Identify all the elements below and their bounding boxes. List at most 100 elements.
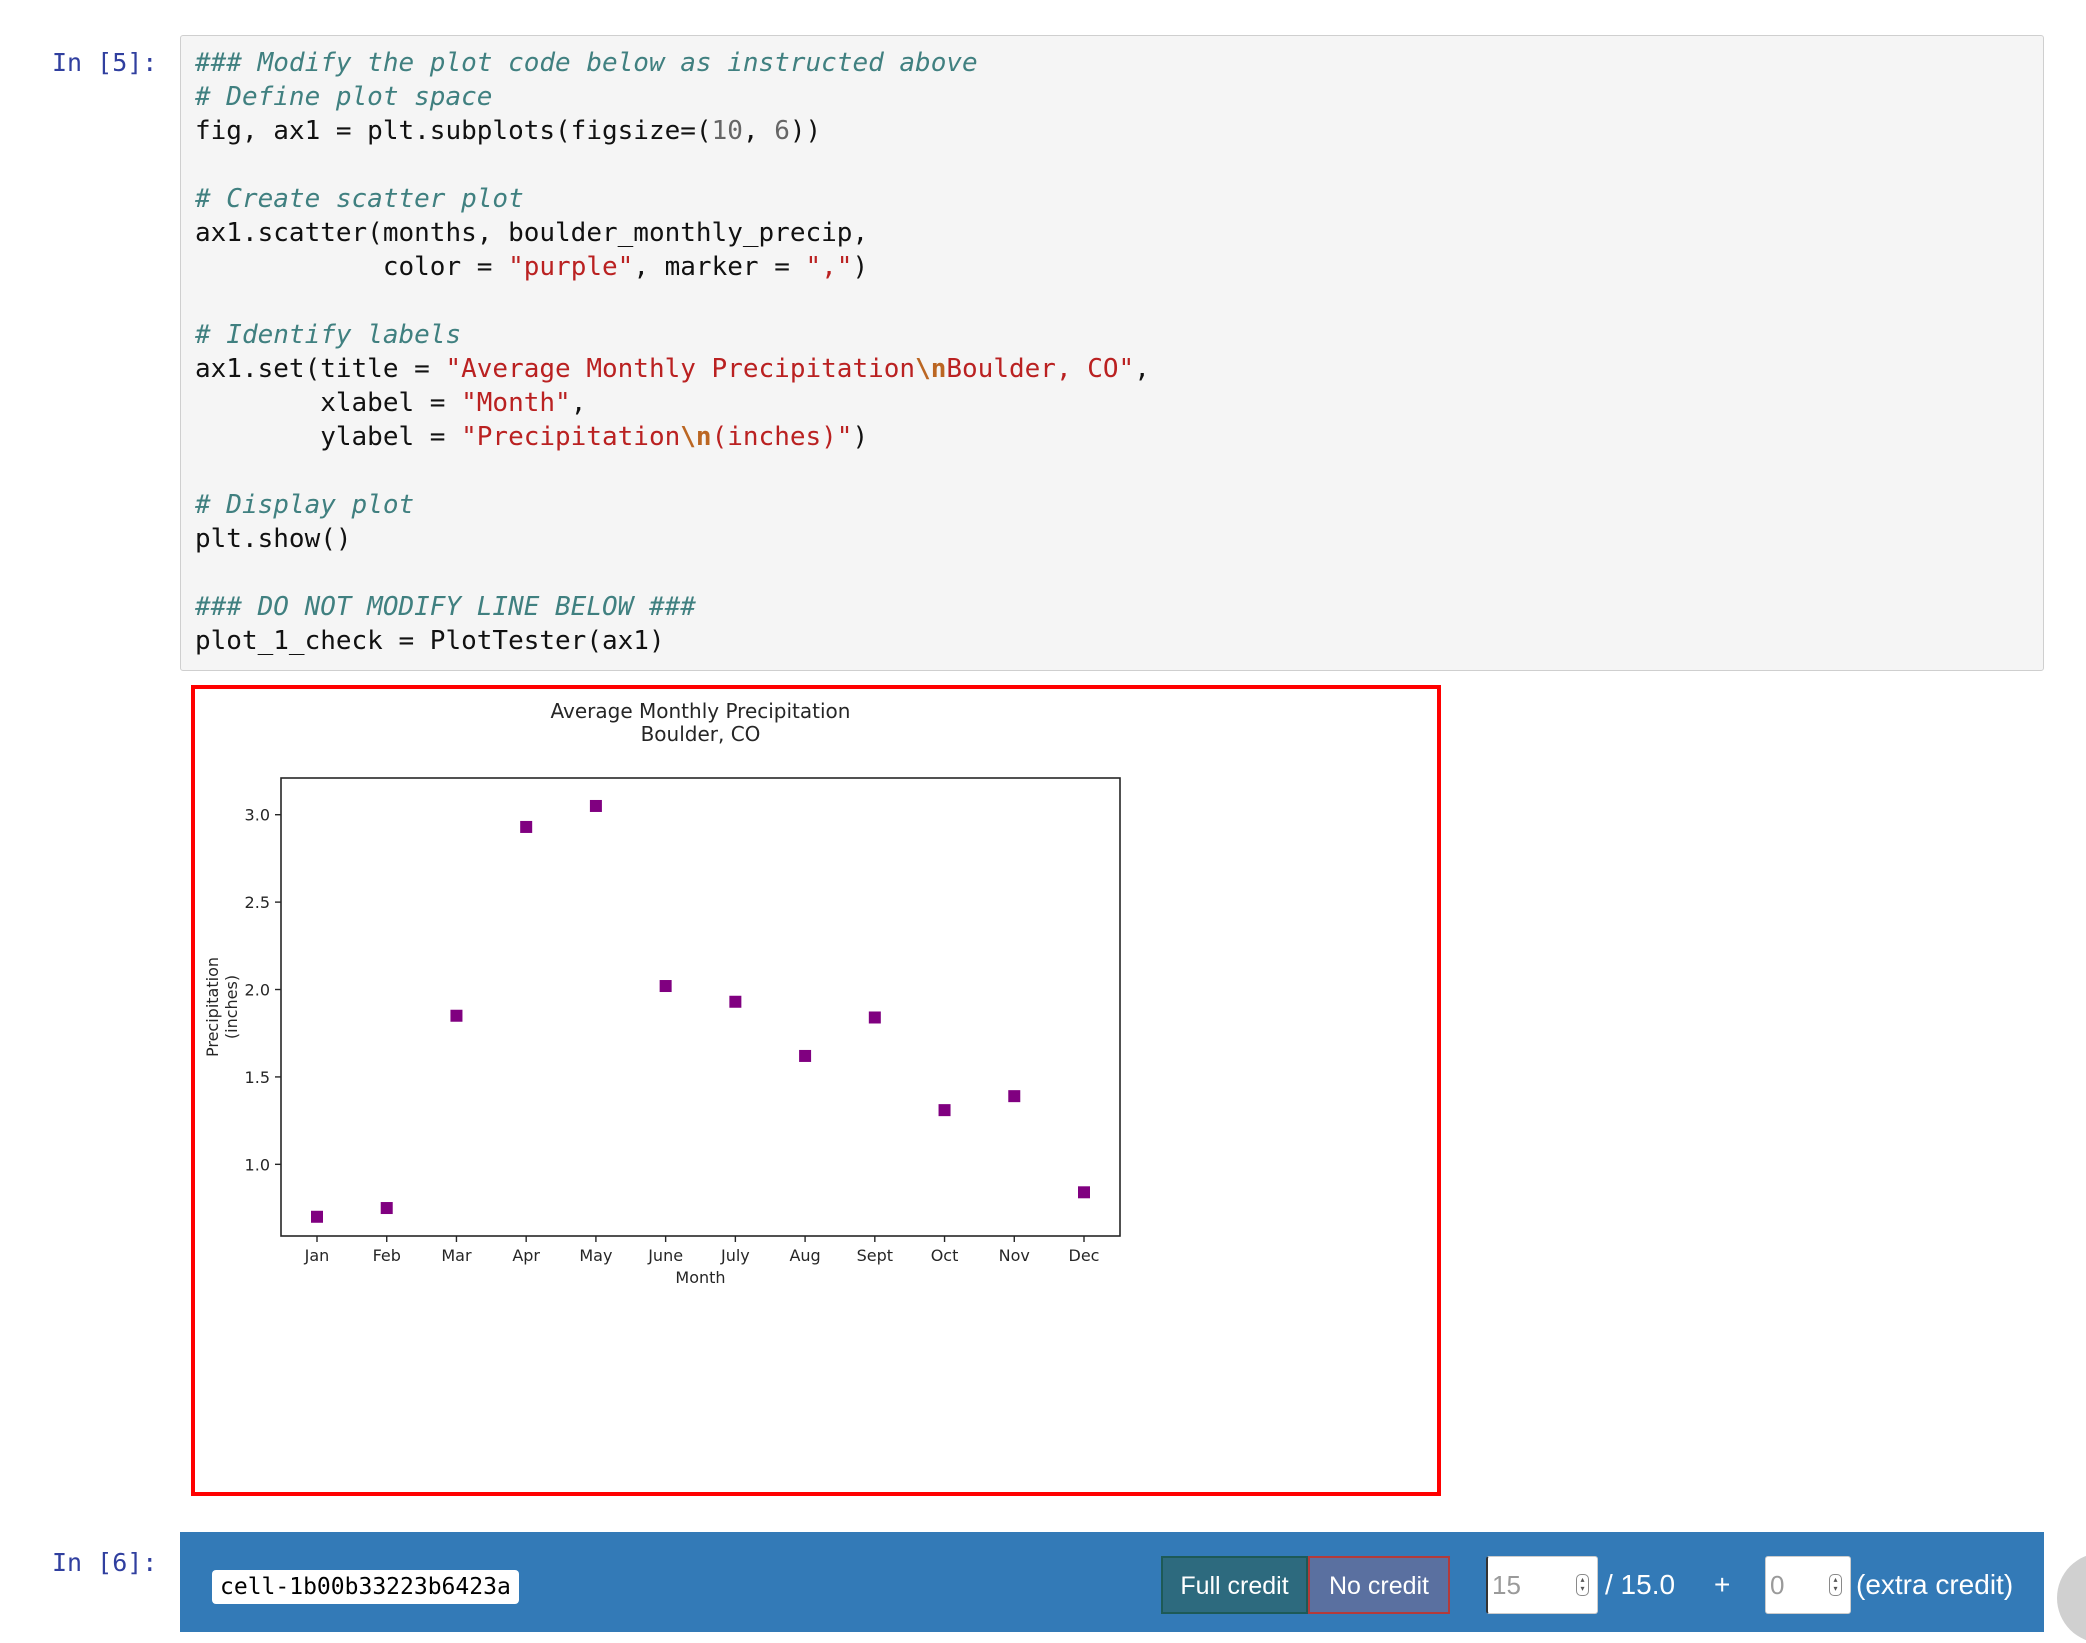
data-point bbox=[450, 1009, 463, 1022]
x-tick-label: Nov bbox=[999, 1246, 1030, 1265]
data-point bbox=[311, 1210, 323, 1223]
x-tick-label: June bbox=[647, 1246, 683, 1265]
code-token: ax1.set(title = bbox=[195, 354, 446, 384]
code-token: xlabel = bbox=[195, 388, 462, 418]
score-spinner-icon[interactable]: ▴ ▾ bbox=[1576, 1574, 1589, 1596]
code-token: )) bbox=[789, 116, 822, 146]
data-point bbox=[938, 1104, 951, 1117]
max-points-label: / 15.0 bbox=[1605, 1569, 1676, 1600]
y-tick-label: 3.0 bbox=[245, 806, 270, 825]
score-input[interactable]: 15 ▴ ▾ bbox=[1486, 1556, 1598, 1614]
code-line: ylabel = "Precipitation\n(inches)") bbox=[195, 422, 868, 452]
code-token: , marker = bbox=[633, 252, 806, 282]
chart-title: Average Monthly Precipitation bbox=[551, 699, 851, 723]
code-token: "Average Monthly Precipitation bbox=[445, 354, 916, 384]
x-tick-label: Oct bbox=[931, 1246, 959, 1265]
x-axis-label: Month bbox=[675, 1268, 725, 1287]
y-tick-label: 1.0 bbox=[245, 1155, 270, 1174]
code-token: # Create scatter plot bbox=[195, 184, 524, 214]
no-credit-button[interactable]: No credit bbox=[1308, 1556, 1450, 1614]
code-line: ### DO NOT MODIFY LINE BELOW ### bbox=[195, 592, 696, 622]
code-line: # Identify labels bbox=[195, 320, 461, 350]
code-token: 6 bbox=[774, 116, 790, 146]
cell-prompt-5: In [5]: bbox=[52, 48, 158, 77]
data-point bbox=[659, 980, 672, 993]
x-tick-label: Sept bbox=[857, 1246, 893, 1265]
cell-id-label: cell-1b00b33223b6423a bbox=[212, 1570, 519, 1604]
code-token: plt.show() bbox=[195, 524, 352, 554]
data-point bbox=[868, 1011, 881, 1024]
x-tick-label: Mar bbox=[441, 1246, 472, 1265]
score-value: 15 bbox=[1492, 1570, 1521, 1600]
code-line: ax1.scatter(months, boulder_monthly_prec… bbox=[195, 218, 868, 248]
code-editor[interactable]: ### Modify the plot code below as instru… bbox=[195, 46, 1150, 658]
x-tick-label: Aug bbox=[789, 1246, 820, 1265]
plot-area bbox=[280, 777, 1121, 1237]
data-point bbox=[1008, 1090, 1021, 1103]
code-line: color = "purple", marker = ",") bbox=[195, 252, 868, 282]
y-tick-label: 2.0 bbox=[245, 981, 270, 1000]
data-point bbox=[589, 799, 602, 812]
plot-output: Average Monthly Precipitation Boulder, CO… bbox=[191, 685, 1441, 1496]
code-token: (inches)" bbox=[711, 422, 853, 452]
code-token: "Month" bbox=[461, 388, 571, 418]
code-token: ### Modify the plot code below as instru… bbox=[195, 48, 978, 78]
code-token: \n bbox=[915, 354, 947, 384]
code-line: # Define plot space bbox=[195, 82, 492, 112]
code-line: fig, ax1 = plt.subplots(figsize=(10, 6)) bbox=[195, 116, 821, 146]
code-token: 10 bbox=[711, 116, 743, 146]
data-point bbox=[799, 1049, 812, 1062]
x-tick-label: May bbox=[579, 1246, 612, 1265]
code-line: plt.show() bbox=[195, 524, 352, 554]
code-token: Boulder, CO" bbox=[946, 354, 1135, 384]
code-token: "Precipitation bbox=[461, 422, 681, 452]
extra-credit-label: (extra credit) bbox=[1856, 1569, 2014, 1600]
y-axis-label: Precipitation bbox=[203, 957, 222, 1057]
code-line: # Create scatter plot bbox=[195, 184, 524, 214]
code-token: , bbox=[742, 116, 775, 146]
x-tick-label: Feb bbox=[373, 1246, 401, 1265]
extra-credit-value: 0 bbox=[1770, 1570, 1785, 1600]
cell-prompt-6: In [6]: bbox=[52, 1548, 158, 1577]
code-token: "purple" bbox=[508, 252, 634, 282]
x-tick-label: Apr bbox=[512, 1246, 540, 1265]
chart-title: Boulder, CO bbox=[641, 722, 761, 746]
code-line: xlabel = "Month", bbox=[195, 388, 586, 418]
code-line: ### Modify the plot code below as instru… bbox=[195, 48, 978, 78]
code-token: , bbox=[570, 388, 587, 418]
y-tick-label: 1.5 bbox=[245, 1068, 270, 1087]
y-tick-label: 2.5 bbox=[245, 893, 270, 912]
code-token: ax1.scatter(months, boulder_monthly_prec… bbox=[195, 218, 869, 248]
code-token: ylabel = bbox=[195, 422, 462, 452]
x-tick-label: Jan bbox=[304, 1246, 330, 1265]
extra-spinner-icon[interactable]: ▴ ▾ bbox=[1829, 1574, 1842, 1596]
data-point bbox=[729, 995, 742, 1008]
data-point bbox=[520, 820, 533, 833]
code-line: plot_1_check = PlotTester(ax1) bbox=[195, 626, 665, 656]
code-line: # Display plot bbox=[195, 490, 414, 520]
code-token: \n bbox=[680, 422, 712, 452]
extra-credit-input[interactable]: 0 ▴ ▾ bbox=[1765, 1556, 1851, 1614]
code-token: plot_1_check = PlotTester(ax1) bbox=[195, 626, 665, 656]
code-token: "," bbox=[805, 252, 853, 282]
code-cell[interactable]: ### Modify the plot code below as instru… bbox=[180, 35, 2044, 671]
code-line: ax1.set(title = "Average Monthly Precipi… bbox=[195, 354, 1150, 384]
scroll-indicator[interactable] bbox=[2057, 1553, 2086, 1643]
data-point bbox=[1078, 1186, 1090, 1199]
plus-label: + bbox=[1714, 1569, 1731, 1600]
code-token: fig, ax1 = plt.subplots(figsize=( bbox=[195, 116, 712, 146]
code-token: # Identify labels bbox=[195, 320, 462, 350]
x-tick-label: July bbox=[720, 1246, 750, 1265]
code-token: color = bbox=[195, 252, 509, 282]
code-token: ### DO NOT MODIFY LINE BELOW ### bbox=[195, 592, 696, 622]
code-token: , bbox=[1134, 354, 1150, 384]
data-point bbox=[380, 1202, 393, 1215]
code-token: # Display plot bbox=[195, 490, 415, 520]
y-axis-label: (inches) bbox=[222, 975, 241, 1039]
code-token: ) bbox=[852, 422, 869, 452]
x-tick-label: Dec bbox=[1069, 1246, 1100, 1265]
grading-toolbar: cell-1b00b33223b6423a Full credit No cre… bbox=[180, 1532, 2044, 1632]
code-token: ) bbox=[852, 252, 869, 282]
full-credit-button[interactable]: Full credit bbox=[1161, 1556, 1308, 1614]
